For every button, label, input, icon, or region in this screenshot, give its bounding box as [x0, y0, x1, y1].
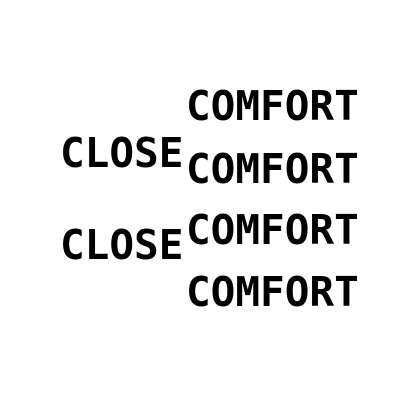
- word-comfort-4: COMFORT: [186, 268, 359, 316]
- word-comfort-2: COMFORT: [186, 145, 359, 193]
- word-comfort-1: COMFORT: [186, 82, 359, 130]
- word-comfort-3: COMFORT: [186, 206, 359, 254]
- word-close-1: CLOSE: [60, 129, 184, 177]
- word-close-2: CLOSE: [60, 221, 184, 269]
